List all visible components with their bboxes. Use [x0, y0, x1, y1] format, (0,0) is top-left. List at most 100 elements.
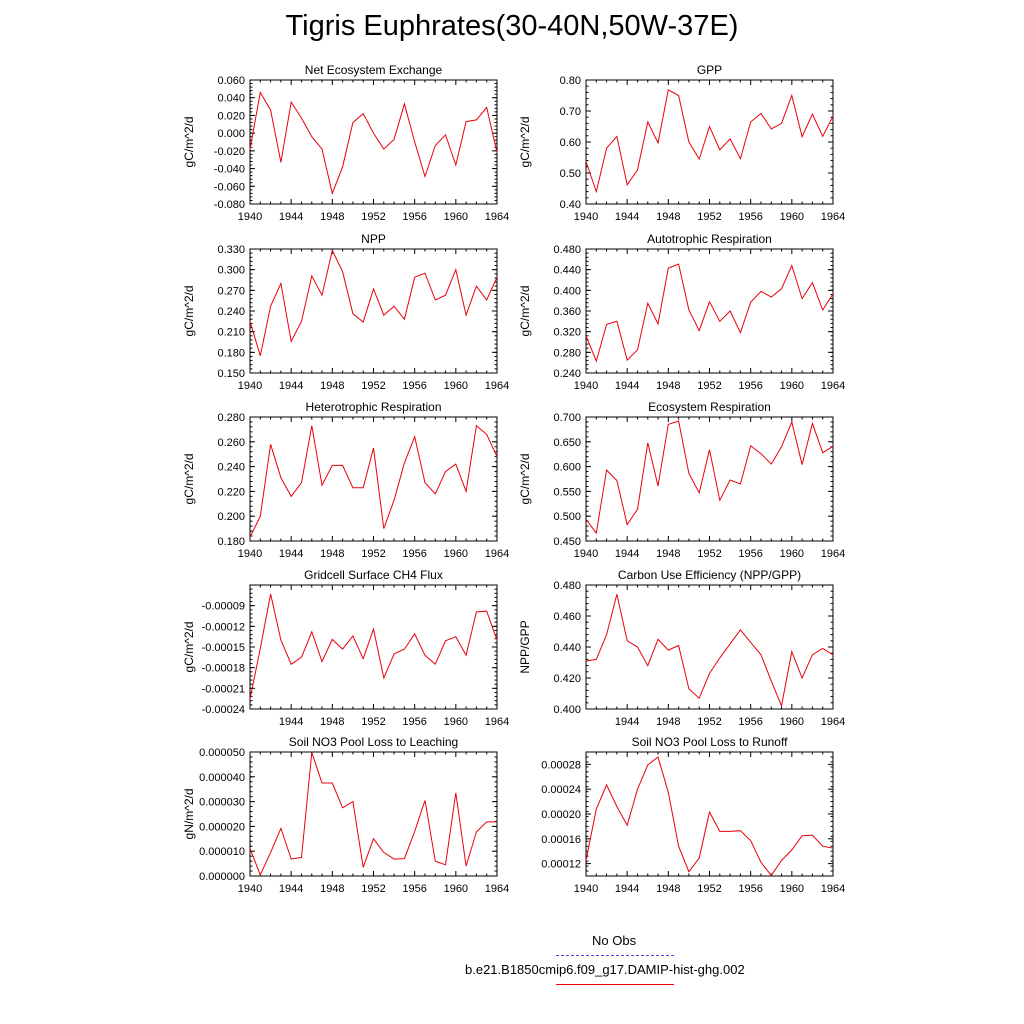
panel-6-xtick-label: 1960: [780, 548, 804, 560]
panel-5-ytick-label: 0.180: [217, 536, 245, 548]
panel-2-ytick-label: 0.50: [560, 168, 581, 180]
panel-1-ytick-label: 0.040: [217, 93, 245, 105]
panel-9-ytick-label: 0.000040: [199, 772, 245, 784]
panel-4-ytick-label: 0.480: [553, 244, 581, 256]
panel-5-xtick-label: 1940: [238, 548, 262, 560]
panel-7-ytick-label: -0.00009: [202, 601, 245, 613]
panel-8-ytick-label: 0.440: [553, 642, 581, 654]
panel-6-ytick-label: 0.600: [553, 462, 581, 474]
panel-6-ytick-label: 0.500: [553, 511, 581, 523]
panel-5-xtick-label: 1944: [279, 548, 303, 560]
panel-1: Net Ecosystem Exchange gC/m^2/d 1940 1944 19…: [182, 63, 509, 223]
panel-9-xtick-label: 1964: [485, 883, 509, 895]
panel-1-series-line: [249, 90, 498, 196]
panel-1-xtick-label: 1940: [238, 211, 262, 223]
panel-5-frame: [249, 416, 498, 542]
panel-4-xtick-label: 1956: [738, 380, 762, 392]
panel-8-xtick-label: 1944: [615, 716, 639, 728]
panel-9-xtick-label: 1948: [320, 883, 344, 895]
panel-1-xtick-label: 1960: [444, 211, 468, 223]
panel-1-title: Net Ecosystem Exchange: [305, 63, 443, 77]
panel-5-ytick-label: 0.280: [217, 412, 245, 424]
panel-4-ytick-label: 0.440: [553, 265, 581, 277]
panel-4-frame: [585, 248, 834, 374]
panel-8-ylabel: NPP/GPP: [518, 620, 532, 673]
panel-7-title: Gridcell Surface CH4 Flux: [304, 568, 443, 582]
panel-10-ytick-label: 0.00024: [541, 784, 581, 796]
panel-3-ytick-label: 0.150: [217, 368, 245, 380]
panel-10-xtick-label: 1940: [574, 883, 598, 895]
panel-8-xtick-label: 1956: [738, 716, 762, 728]
panel-1-ytick-label: 0.020: [217, 110, 245, 122]
panel-6-ytick-label: 0.450: [553, 536, 581, 548]
panel-6-xtick-label: 1940: [574, 548, 598, 560]
panel-4-ytick-label: 0.320: [553, 327, 581, 339]
panel-4-xtick-label: 1940: [574, 380, 598, 392]
panel-1-ytick-label: 0.000: [217, 128, 245, 140]
panel-6-ylabel: gC/m^2/d: [518, 454, 532, 505]
panel-4-xtick-label: 1948: [656, 380, 680, 392]
panel-9-xtick-label: 1944: [279, 883, 303, 895]
panel-6-series-line: [585, 420, 834, 535]
panel-10-xtick-label: 1944: [615, 883, 639, 895]
panel-3-title: NPP: [361, 232, 386, 246]
panel-7-ytick-label: -0.00012: [202, 621, 245, 633]
panel-9-xtick-label: 1940: [238, 883, 262, 895]
panel-1-ytick-label: -0.060: [214, 181, 245, 193]
panel-2: GPP gC/m^2/d 1940 1944 1948 1952 1956 1960 1964 0…: [518, 63, 845, 223]
panel-7-ytick-label: -0.00018: [202, 663, 245, 675]
panel-2-xtick-label: 1956: [738, 211, 762, 223]
panel-3-ylabel: gC/m^2/d: [182, 286, 196, 337]
panel-4-xtick-label: 1952: [697, 380, 721, 392]
panel-1-xtick-label: 1948: [320, 211, 344, 223]
panel-10-xtick-label: 1964: [821, 883, 845, 895]
panel-4-series-line: [585, 263, 834, 363]
panel-8-title: Carbon Use Efficiency (NPP/GPP): [618, 568, 801, 582]
panel-9-ytick-label: 0.000000: [199, 871, 245, 883]
panel-1-frame: [249, 79, 498, 205]
panel-4: Autotrophic Respiration gC/m^2/d 1940 1944 1…: [518, 232, 845, 392]
panel-7-series-line: [249, 593, 498, 700]
panel-3-xtick-label: 1964: [485, 380, 509, 392]
panel-7-xtick-label: 1960: [444, 716, 468, 728]
panel-3-ytick-label: 0.180: [217, 347, 245, 359]
panel-7-ylabel: gC/m^2/d: [182, 622, 196, 673]
panel-1-xtick-label: 1964: [485, 211, 509, 223]
panel-1-ytick-label: -0.020: [214, 146, 245, 158]
panel-6-xtick-label: 1944: [615, 548, 639, 560]
panel-3-frame: [249, 248, 498, 374]
panel-1-ytick-label: 0.060: [217, 75, 245, 87]
panel-10-title: Soil NO3 Pool Loss to Runoff: [632, 735, 789, 749]
panel-6-xtick-label: 1952: [697, 548, 721, 560]
panel-3-xtick-label: 1960: [444, 380, 468, 392]
panel-8-ytick-label: 0.400: [553, 704, 581, 716]
panel-2-xtick-label: 1960: [780, 211, 804, 223]
panel-9-series-line: [249, 752, 497, 877]
panel-9: Soil NO3 Pool Loss to Leaching gN/m^2/d 19…: [182, 735, 509, 895]
panel-8: Carbon Use Efficiency (NPP/GPP) NPP/GPP 19…: [518, 568, 845, 728]
panel-7-xtick-label: 1952: [361, 716, 385, 728]
panel-2-xtick-label: 1948: [656, 211, 680, 223]
panel-10-ytick-label: 0.00016: [541, 834, 581, 846]
panel-8-xtick-label: 1960: [780, 716, 804, 728]
panel-3-ytick-label: 0.270: [217, 285, 245, 297]
panel-8-ytick-label: 0.480: [553, 580, 581, 592]
panel-3-xtick-label: 1948: [320, 380, 344, 392]
panel-8-xtick-label: 1964: [821, 716, 845, 728]
panel-2-ytick-label: 0.60: [560, 137, 581, 149]
panel-4-ylabel: gC/m^2/d: [518, 286, 532, 337]
panel-1-ytick-label: -0.080: [214, 199, 245, 211]
panel-2-xtick-label: 1964: [821, 211, 845, 223]
panel-7: Gridcell Surface CH4 Flux gC/m^2/d 1944 194…: [182, 568, 509, 728]
panel-5-xtick-label: 1956: [402, 548, 426, 560]
panel-1-ylabel: gC/m^2/d: [182, 117, 196, 168]
panel-6-ytick-label: 0.650: [553, 437, 581, 449]
panel-4-ytick-label: 0.400: [553, 285, 581, 297]
panel-6-xtick-label: 1948: [656, 548, 680, 560]
panel-5-title: Heterotrophic Respiration: [305, 400, 441, 414]
panel-9-ytick-label: 0.000010: [199, 846, 245, 858]
panel-4-ytick-label: 0.280: [553, 347, 581, 359]
panel-5: Heterotrophic Respiration gC/m^2/d 1940 194…: [182, 400, 509, 560]
panel-5-xtick-label: 1964: [485, 548, 509, 560]
